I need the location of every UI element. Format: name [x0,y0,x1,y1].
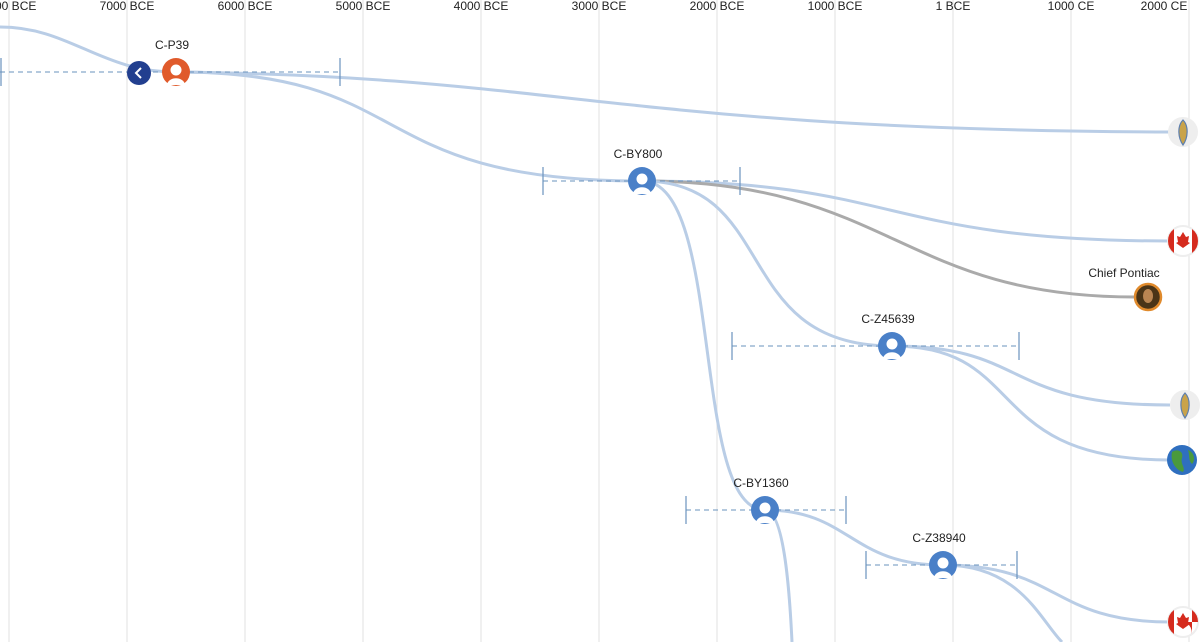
branches [0,25,1171,642]
axis-label: 8000 BCE [0,0,36,13]
node-body [756,516,774,523]
leaf-feather[interactable] [1168,117,1198,147]
node[interactable] [628,167,656,195]
node-label: C-BY1360 [733,476,789,490]
leaf-label: Chief Pontiac [1088,266,1159,280]
axis-label: 2000 CE [1141,0,1188,13]
branch [641,179,1171,243]
node-label: C-P39 [155,38,189,52]
node[interactable] [878,332,906,360]
axis-label: 1000 BCE [808,0,863,13]
branch [0,25,177,74]
axis-label: 7000 BCE [100,0,155,13]
leaf-flag-canada[interactable] [1167,606,1199,638]
axis-label: 4000 BCE [454,0,509,13]
axis-label: 3000 BCE [572,0,627,13]
axis-label: 5000 BCE [336,0,391,13]
branch [175,70,1171,134]
node-head [886,338,898,350]
node-head [937,557,949,569]
branch [641,179,893,348]
branch [175,70,643,183]
node-body [883,352,901,359]
node-head [759,502,771,514]
axis-label: 2000 BCE [690,0,745,13]
branch [764,508,944,567]
axis-label: 1 BCE [936,0,971,13]
axis-label: 1000 CE [1048,0,1095,13]
leaf-portrait[interactable] [1133,282,1163,312]
branch [942,563,1064,642]
axis-label: 6000 BCE [218,0,273,13]
axis-labels: 8000 BCE 7000 BCE 6000 BCE 5000 BCE 4000 BCE… [0,0,1187,13]
branch [891,344,1171,462]
nodes: C-P39 C-BY800 C-Z45639 C-BY1360 C-Z38940 [155,38,966,579]
node-head [170,64,182,76]
grid [8,0,1190,642]
branch [764,508,794,642]
node-label: C-Z38940 [912,531,966,545]
node[interactable] [929,551,957,579]
leaf-flag-canada[interactable] [1167,225,1199,257]
branch [641,179,1136,299]
node[interactable] [162,58,190,86]
branch [891,344,1171,407]
leaf-feather[interactable] [1170,390,1200,420]
branch [641,179,766,512]
node[interactable] [751,496,779,524]
node-label: C-BY800 [614,147,663,161]
back-button[interactable] [127,61,151,85]
leaf-globe[interactable] [1167,445,1197,475]
node-label: C-Z45639 [861,312,915,326]
node-head [636,173,648,185]
node-body [934,571,952,578]
node-body [167,78,185,85]
branch [942,563,1171,624]
node-body [633,187,651,194]
